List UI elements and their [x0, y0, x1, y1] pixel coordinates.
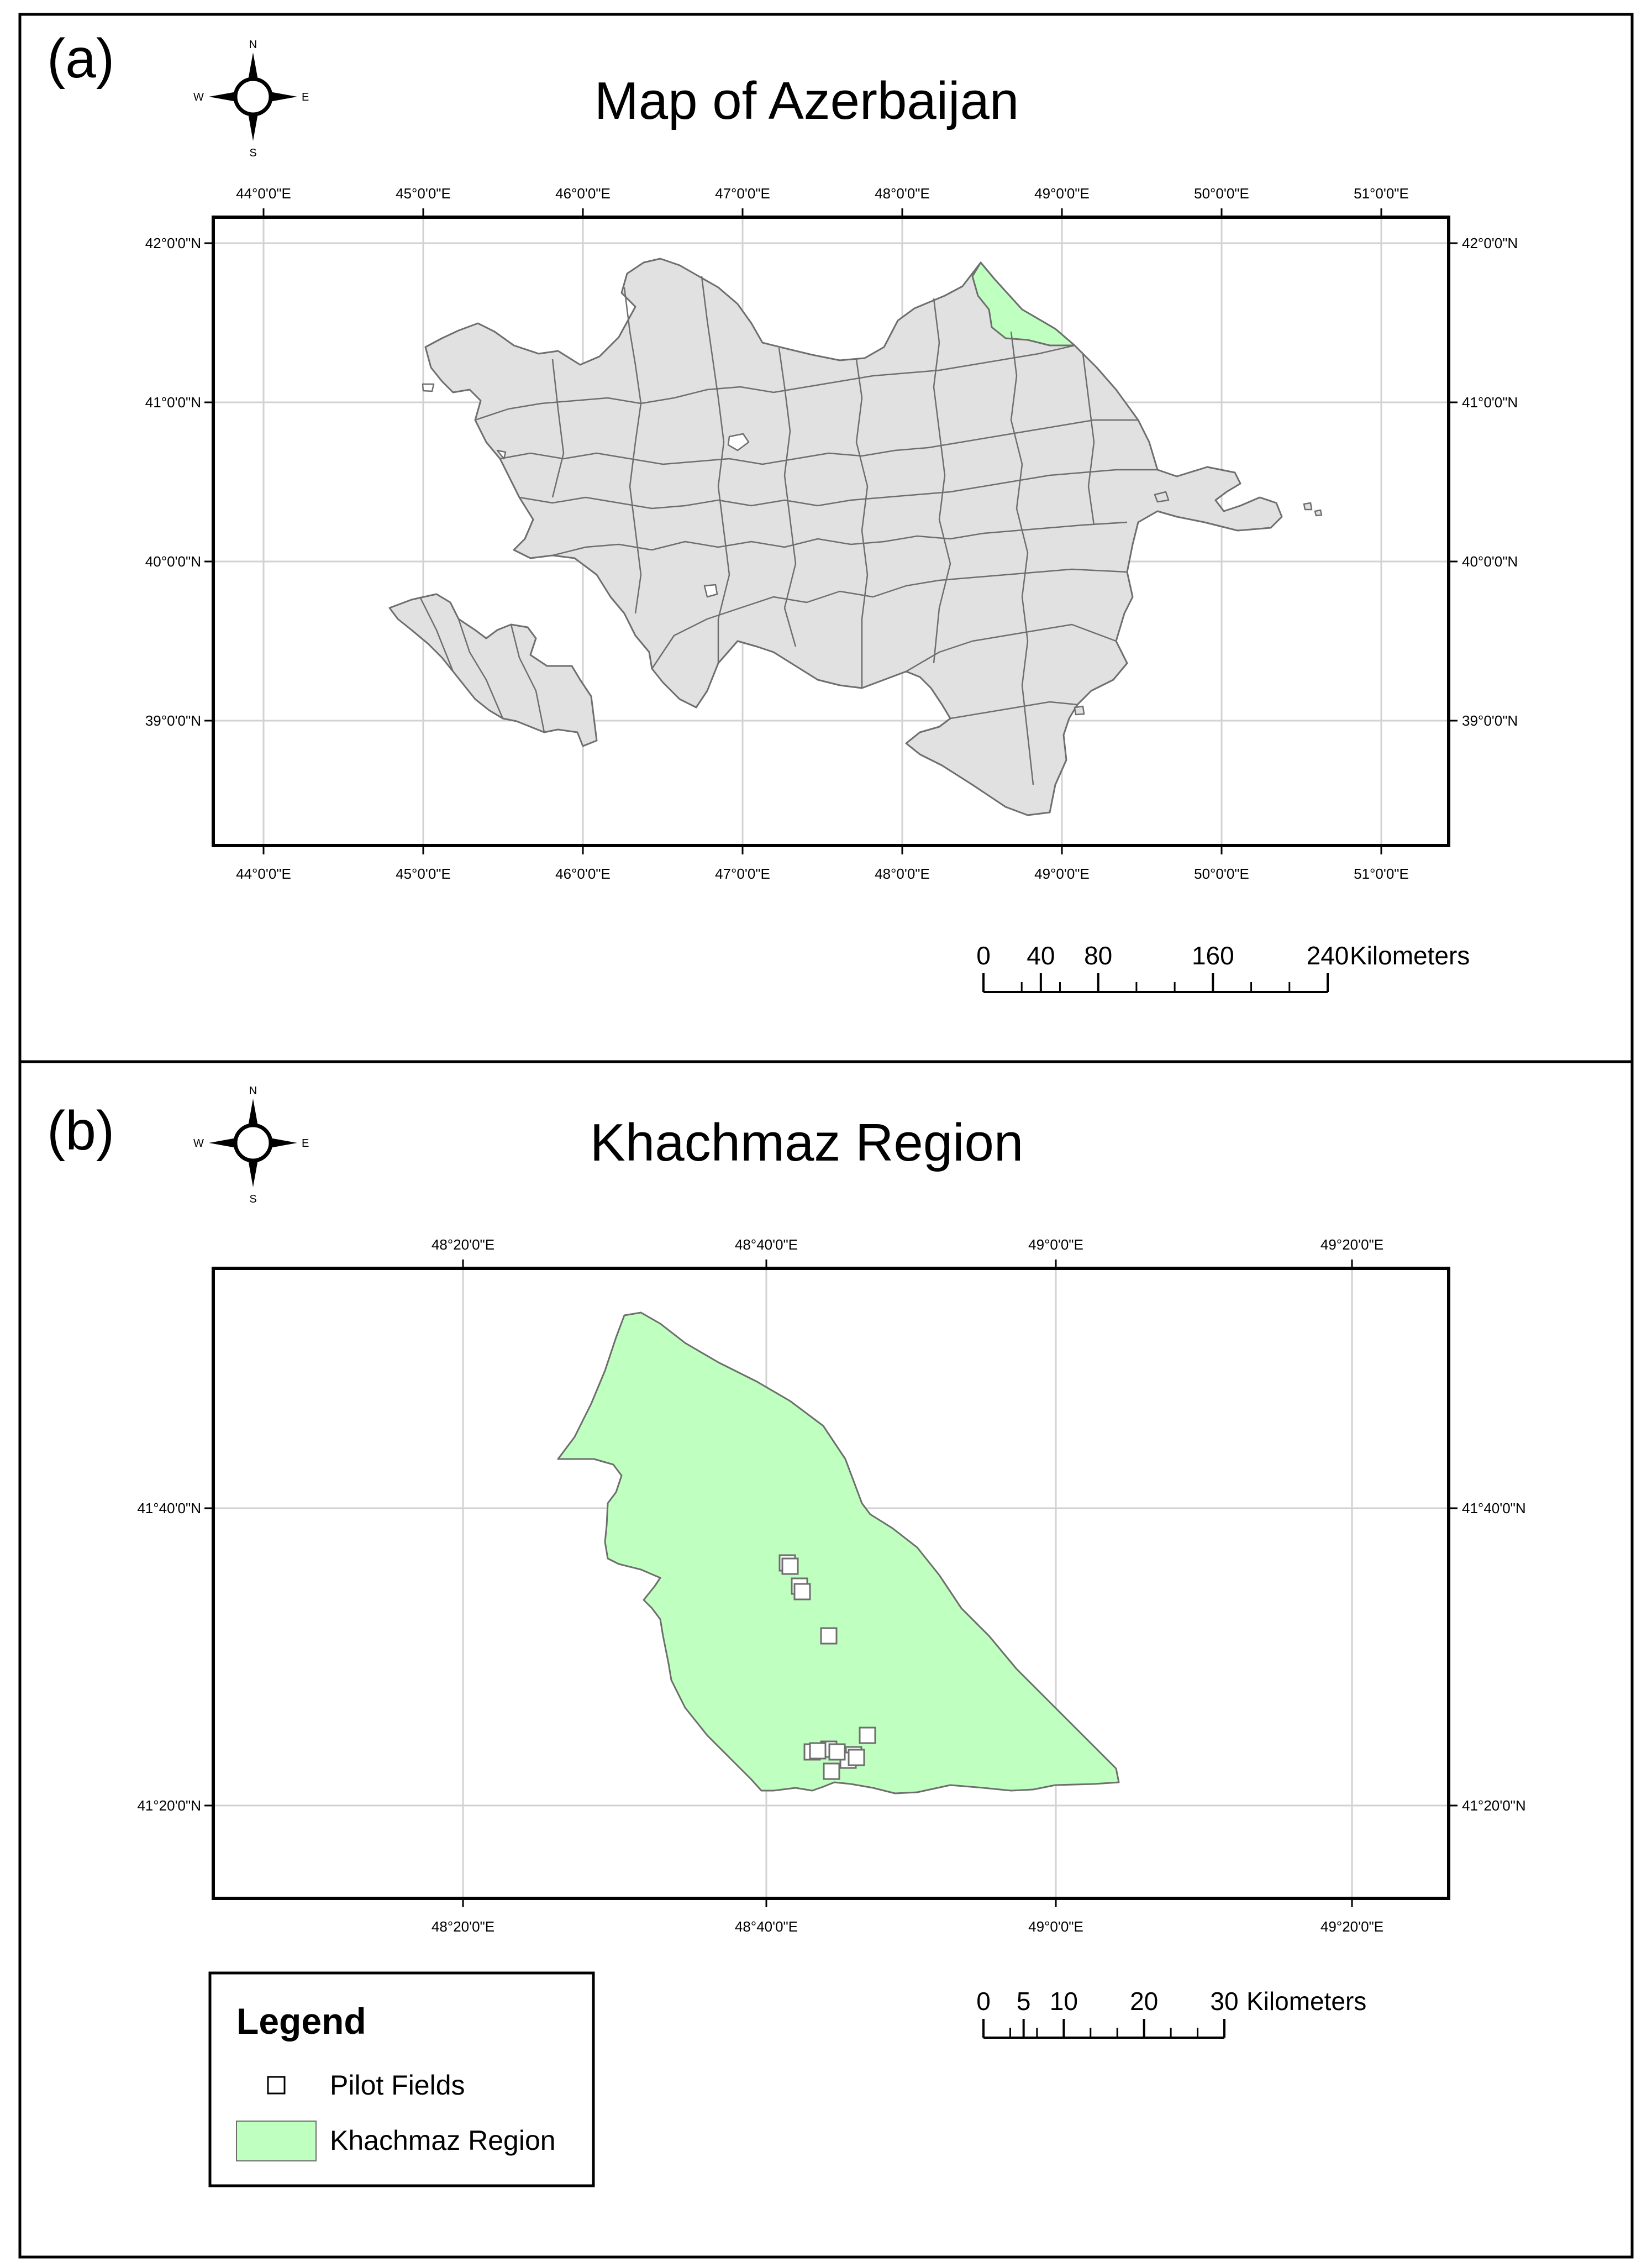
- lon-tick-label-bottom: 48°40'0"E: [735, 1918, 798, 1935]
- lat-tick-label-right: 41°40'0"N: [1462, 1500, 1526, 1516]
- pilot-field-marker: [848, 1749, 865, 1766]
- lon-tick-label-bottom: 45°0'0"E: [396, 865, 451, 882]
- pilot-field-marker: [781, 1557, 799, 1575]
- lon-tick-label-top: 49°0'0"E: [1028, 1236, 1083, 1253]
- panel-a-ticks: 44°0'0"E 44°0'0"E 45°0'0"E 45°0'0"E 46°0'0"E…: [145, 185, 1518, 882]
- legend-item-pilot-fields: Pilot Fields: [330, 2070, 465, 2101]
- lat-tick-label-left: 40°0'0"N: [145, 553, 201, 570]
- compass-n: N: [249, 39, 257, 51]
- lon-tick-label-bottom: 49°0'0"E: [1034, 865, 1090, 882]
- pilot-field-marker: [828, 1743, 846, 1761]
- khachmaz-district-highlight: [971, 261, 1076, 347]
- lon-tick-label-top: 49°20'0"E: [1320, 1236, 1383, 1253]
- compass-e: E: [302, 91, 309, 103]
- scale-label: 20: [1130, 1987, 1158, 2016]
- lon-tick-label-top: 47°0'0"E: [715, 185, 770, 202]
- khachmaz-region: [557, 1311, 1120, 1794]
- lat-tick-label-left: 41°20'0"N: [137, 1797, 201, 1814]
- lon-tick-label-top: 46°0'0"E: [555, 185, 611, 202]
- panel-a-title: Map of Azerbaijan: [594, 71, 1019, 130]
- lon-tick-label-top: 50°0'0"E: [1194, 185, 1249, 202]
- panel-b-title: Khachmaz Region: [590, 1113, 1023, 1172]
- panel-a: (a) Map of Azerbaijan N S E W: [47, 28, 1518, 993]
- panel-b-ticks: 48°20'0"E 48°20'0"E 48°40'0"E 48°40'0"E 49°0…: [137, 1236, 1525, 1935]
- pilot-field-marker: [793, 1583, 811, 1600]
- lakes: [422, 383, 750, 598]
- lon-tick-label-top: 48°40'0"E: [735, 1236, 798, 1253]
- scale-unit: Kilometers: [1246, 1987, 1366, 2016]
- lat-tick-label-right: 41°20'0"N: [1462, 1797, 1526, 1814]
- lon-tick-label-top: 49°0'0"E: [1034, 185, 1090, 202]
- scale-label: 0: [976, 1987, 991, 2016]
- azerbaijan-mainland: [424, 258, 1283, 816]
- panel-b-compass-icon: N S E W: [193, 1085, 309, 1205]
- lat-tick-label-right: 40°0'0"N: [1462, 553, 1518, 570]
- pilot-field-marker: [809, 1742, 827, 1760]
- scale-label: 240: [1307, 941, 1349, 970]
- figure-frame: [18, 13, 1634, 2259]
- compass-s: S: [249, 147, 256, 159]
- scale-label: 80: [1084, 941, 1112, 970]
- lat-tick-label-right: 42°0'0"N: [1462, 235, 1518, 251]
- azerbaijan-map: [388, 258, 1323, 816]
- panel-b-graticule: [213, 1268, 1449, 1898]
- nakhchivan-exclave: [388, 593, 598, 747]
- islands: [1074, 491, 1323, 716]
- lat-tick-label-left: 39°0'0"N: [145, 712, 201, 729]
- legend-title: Legend: [236, 2001, 366, 2042]
- pilot-fields: [778, 1554, 876, 1780]
- lon-tick-label-top: 44°0'0"E: [236, 185, 291, 202]
- panel-a-map-frame: [212, 216, 1450, 847]
- compass-n: N: [249, 1085, 257, 1097]
- legend-item-khachmaz-region: Khachmaz Region: [330, 2125, 556, 2156]
- lon-tick-label-top: 48°0'0"E: [875, 185, 930, 202]
- legend: Legend Pilot Fields Khachmaz Region: [208, 1971, 595, 2187]
- lon-tick-label-bottom: 49°0'0"E: [1028, 1918, 1083, 1935]
- scale-label: 10: [1050, 1987, 1078, 2016]
- scale-label: 0: [976, 941, 991, 970]
- lat-tick-label-right: 39°0'0"N: [1462, 712, 1518, 729]
- khachmaz-region-symbol-icon: [236, 2121, 317, 2161]
- lat-tick-label-right: 41°0'0"N: [1462, 394, 1518, 411]
- lon-tick-label-bottom: 50°0'0"E: [1194, 865, 1249, 882]
- scale-label: 30: [1210, 1987, 1238, 2016]
- panel-b-scale-bar: 0 5 10 20 30 Kilometers: [976, 1987, 1366, 2039]
- pilot-field-marker: [859, 1727, 876, 1744]
- panel-a-label: (a): [47, 28, 114, 90]
- district-boundaries: [419, 276, 1158, 785]
- compass-w: W: [193, 91, 204, 103]
- lon-tick-label-top: 45°0'0"E: [396, 185, 451, 202]
- lon-tick-label-top: 48°20'0"E: [432, 1236, 494, 1253]
- lat-tick-label-left: 42°0'0"N: [145, 235, 201, 251]
- lat-tick-label-left: 41°0'0"N: [145, 394, 201, 411]
- lon-tick-label-bottom: 46°0'0"E: [555, 865, 611, 882]
- panel-a-compass-icon: N S E W: [193, 39, 309, 159]
- panel-b-map-frame: [212, 1267, 1450, 1900]
- pilot-field-marker: [823, 1762, 840, 1780]
- scale-unit: Kilometers: [1350, 941, 1470, 970]
- compass-s: S: [249, 1193, 256, 1205]
- lon-tick-label-bottom: 51°0'0"E: [1354, 865, 1409, 882]
- scale-label: 40: [1027, 941, 1055, 970]
- compass-e: E: [302, 1137, 309, 1150]
- lon-tick-label-bottom: 44°0'0"E: [236, 865, 291, 882]
- pilot-field-marker: [820, 1627, 838, 1645]
- panel-b: (b) Khachmaz Region N S E W 48°20'0"E48°…: [47, 1085, 1526, 2187]
- lat-tick-label-left: 41°40'0"N: [137, 1500, 201, 1516]
- scale-label: 160: [1192, 941, 1234, 970]
- compass-w: W: [193, 1137, 204, 1150]
- lon-tick-label-bottom: 47°0'0"E: [715, 865, 770, 882]
- pilot-field-symbol-icon: [267, 2076, 286, 2095]
- panel-b-label: (b): [47, 1100, 114, 1162]
- lon-tick-label-bottom: 48°0'0"E: [875, 865, 930, 882]
- lon-tick-label-bottom: 48°20'0"E: [432, 1918, 494, 1935]
- lon-tick-label-top: 51°0'0"E: [1354, 185, 1409, 202]
- scale-label: 5: [1017, 1987, 1031, 2016]
- panel-a-scale-bar: 0 40 80 160 240 Kilometers: [976, 941, 1470, 993]
- lon-tick-label-bottom: 49°20'0"E: [1320, 1918, 1383, 1935]
